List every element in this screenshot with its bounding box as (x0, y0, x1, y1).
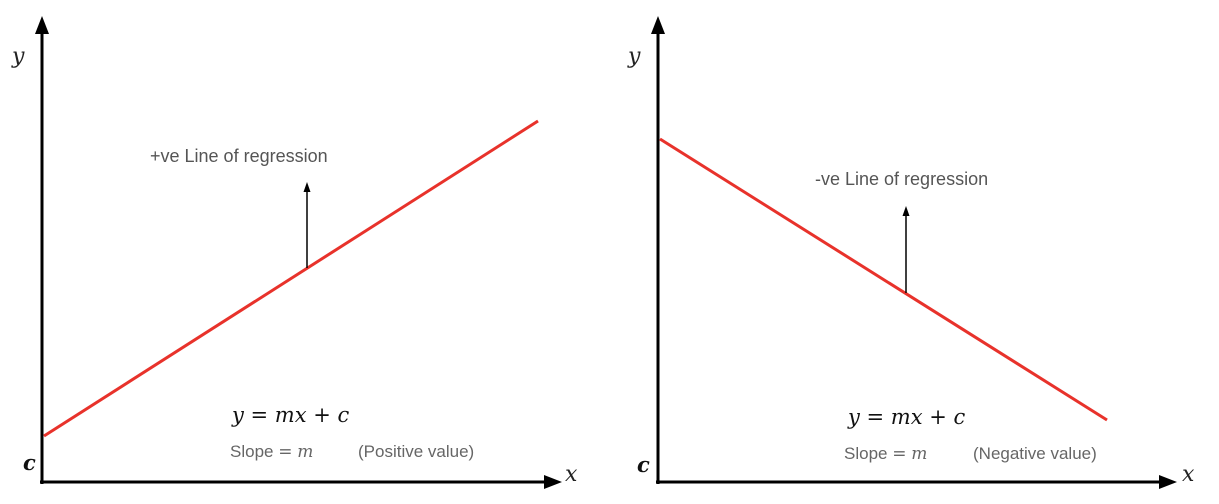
slope-label: Slope (230, 442, 273, 461)
positive-regression-panel: y x c +ve Line of regression y = mx + c … (0, 0, 600, 504)
slope-text: Slope = m (230, 442, 313, 462)
y-axis-arrowhead (35, 16, 49, 34)
x-axis-label: x (1182, 462, 1194, 487)
annotation-arrowhead (304, 182, 311, 192)
slope-equals: = (278, 442, 292, 462)
negative-regression-panel: y x c -ve Line of regression y = mx + c … (617, 0, 1217, 504)
annotation-arrowhead (903, 206, 910, 216)
slope-variable: m (297, 442, 313, 462)
slope-note: (Negative value) (973, 444, 1097, 464)
intercept-label: c (23, 450, 36, 475)
x-axis-label: x (565, 462, 577, 487)
intercept-label: c (637, 452, 650, 477)
equation: y = mx + c (232, 403, 349, 427)
y-axis-label: y (628, 44, 640, 69)
slope-equals: = (892, 444, 906, 464)
slope-text: Slope = m (844, 444, 927, 464)
y-axis-arrowhead (651, 16, 665, 34)
regression-line (44, 121, 538, 436)
regression-annotation: -ve Line of regression (815, 169, 988, 190)
positive-regression-graphic (0, 0, 600, 504)
slope-label: Slope (844, 444, 887, 463)
slope-note: (Positive value) (358, 442, 474, 462)
equation: y = mx + c (848, 405, 965, 429)
slope-variable: m (911, 444, 927, 464)
y-axis-label: y (12, 44, 24, 69)
x-axis-arrowhead (544, 475, 562, 489)
x-axis-arrowhead (1159, 475, 1177, 489)
regression-annotation: +ve Line of regression (150, 146, 328, 167)
